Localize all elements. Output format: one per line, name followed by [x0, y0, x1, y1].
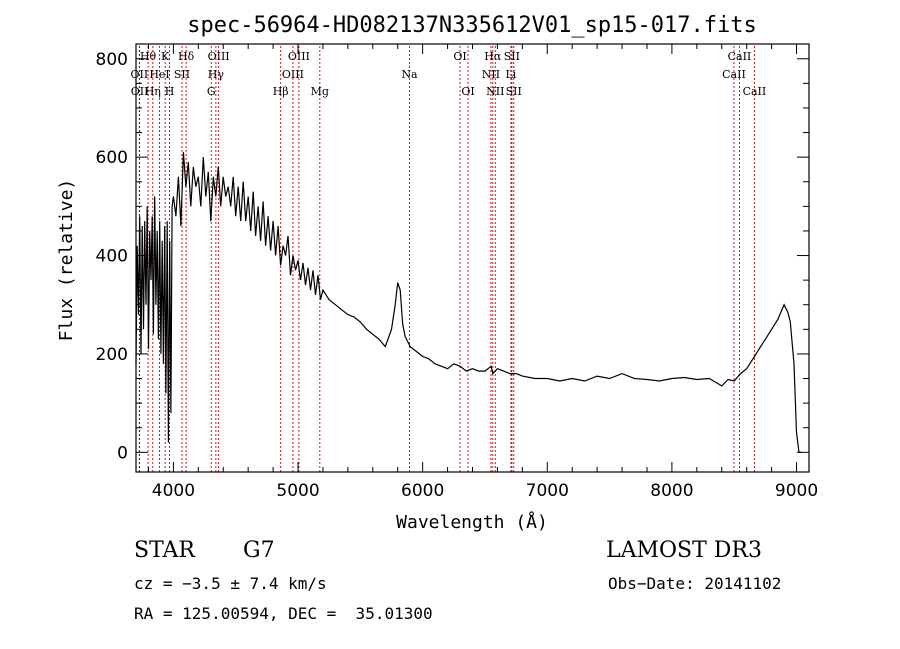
- spectral-line-label: Mg: [311, 85, 329, 98]
- spectral-line-labels: OII OII Hθ Hη HeI K H SII Hδ G Hγ OIII Hβ OIII OIII Mg N…: [131, 50, 767, 98]
- chart-title: spec-56964-HD082137N335612V01_sp15-017.f…: [187, 13, 757, 38]
- spectral-line-label: CaII: [728, 50, 752, 63]
- y-tick-label: 600: [96, 148, 128, 168]
- x-tick-label: 8000: [650, 481, 693, 501]
- x-tick-label: 4000: [152, 481, 195, 501]
- object-subclass: G7: [243, 538, 275, 563]
- spectral-line-markers: [138, 46, 755, 472]
- x-axis-label: Wavelength (Å): [396, 511, 548, 533]
- axis-ticks: [136, 44, 809, 472]
- spectral-line-label: Hγ: [208, 68, 225, 81]
- spectral-line-label: Hη: [145, 85, 161, 98]
- spectral-line-label: HeI: [149, 68, 169, 81]
- observation-date: Obs−Date: 20141102: [608, 574, 782, 593]
- spectral-line-label: OI: [461, 85, 474, 98]
- spectral-line-label: Na: [401, 68, 418, 81]
- spectral-line-label: H: [165, 85, 175, 98]
- spectral-line-label: Hδ: [178, 50, 195, 63]
- spectral-line-label: Hα: [484, 50, 502, 63]
- x-tick-label: 7000: [526, 481, 569, 501]
- y-tick-label: 800: [96, 50, 128, 70]
- spectral-line-label: OIII: [282, 68, 304, 81]
- x-tick-label: 9000: [775, 481, 818, 501]
- plot-frame: [135, 43, 810, 473]
- y-tick-label: 400: [96, 247, 128, 267]
- spectral-line-label: OII: [131, 85, 149, 98]
- x-tick-label: 5000: [276, 481, 319, 501]
- spectral-line-label: Li: [505, 68, 516, 81]
- spectral-line-label: SII: [506, 85, 522, 98]
- y-tick-label: 200: [96, 345, 128, 365]
- survey-name: LAMOST DR3: [606, 538, 762, 563]
- spectral-line-label: G: [207, 85, 216, 98]
- flux-series-line: [135, 152, 802, 453]
- spectral-line-label: Hβ: [273, 85, 289, 98]
- spectral-line-label: K: [161, 50, 170, 63]
- spectral-line-label: CaII: [722, 68, 746, 81]
- spectral-line-label: SII: [504, 50, 520, 63]
- y-tick-label: 0: [117, 443, 128, 463]
- y-axis-label: Flux (relative): [56, 179, 77, 342]
- spectral-line-label: OIII: [208, 50, 230, 63]
- redshift-velocity: cz = −3.5 ± 7.4 km/s: [134, 574, 327, 593]
- object-class: STAR: [134, 538, 195, 563]
- spectral-line-label: CaII: [743, 85, 767, 98]
- spectral-line-label: NII: [486, 85, 504, 98]
- spectral-line-label: OIII: [288, 50, 310, 63]
- spectral-line-label: OII: [131, 68, 149, 81]
- spectrum-chart: spec-56964-HD082137N335612V01_sp15-017.f…: [56, 13, 819, 533]
- spectral-line-label: SII: [174, 68, 190, 81]
- spectral-line-label: Hθ: [140, 50, 157, 63]
- x-tick-label: 6000: [401, 481, 444, 501]
- spectral-line-label: NII: [482, 68, 500, 81]
- axis-tick-labels: 4000 5000 6000 7000 8000 9000 0 200 400 600 800: [96, 50, 819, 501]
- coordinates: RA = 125.00594, DEC = 35.01300: [134, 604, 433, 623]
- spectral-line-label: OI: [453, 50, 466, 63]
